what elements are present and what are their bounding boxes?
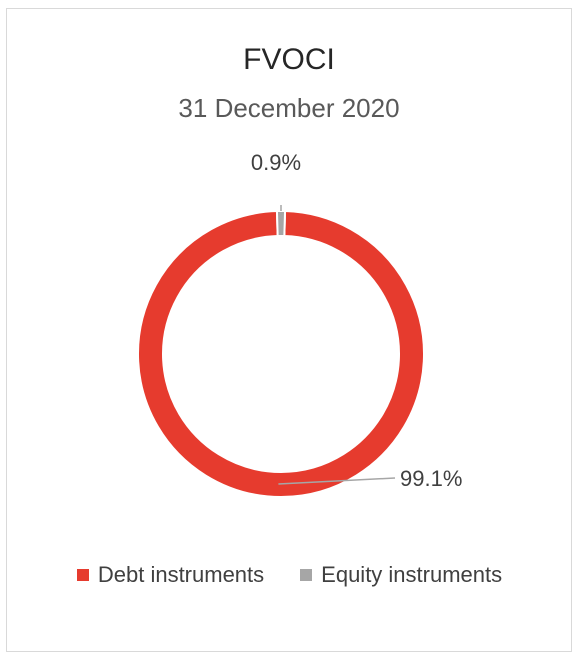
legend-swatch-equity bbox=[300, 569, 313, 581]
legend-label-debt: Debt instruments bbox=[97, 562, 265, 587]
legend-item-debt: Debt instruments bbox=[76, 562, 265, 588]
data-label-equity: 0.9% bbox=[251, 150, 301, 175]
legend-item-equity: Equity instruments bbox=[300, 562, 502, 588]
chart-frame: FVOCI 31 December 2020 bbox=[6, 8, 572, 652]
legend-label-equity: Equity instruments bbox=[321, 562, 503, 587]
chart-legend: Debt instruments Equity instruments bbox=[0, 562, 579, 588]
slice-debt bbox=[137, 210, 425, 498]
leader-line-debt bbox=[278, 477, 396, 485]
chart-subtitle: 31 December 2020 bbox=[178, 93, 400, 123]
legend-swatch-debt bbox=[76, 569, 89, 581]
chart-title: FVOCI bbox=[243, 43, 335, 76]
data-label-debt: 99.1% bbox=[400, 466, 462, 491]
slice-equity bbox=[275, 209, 287, 238]
